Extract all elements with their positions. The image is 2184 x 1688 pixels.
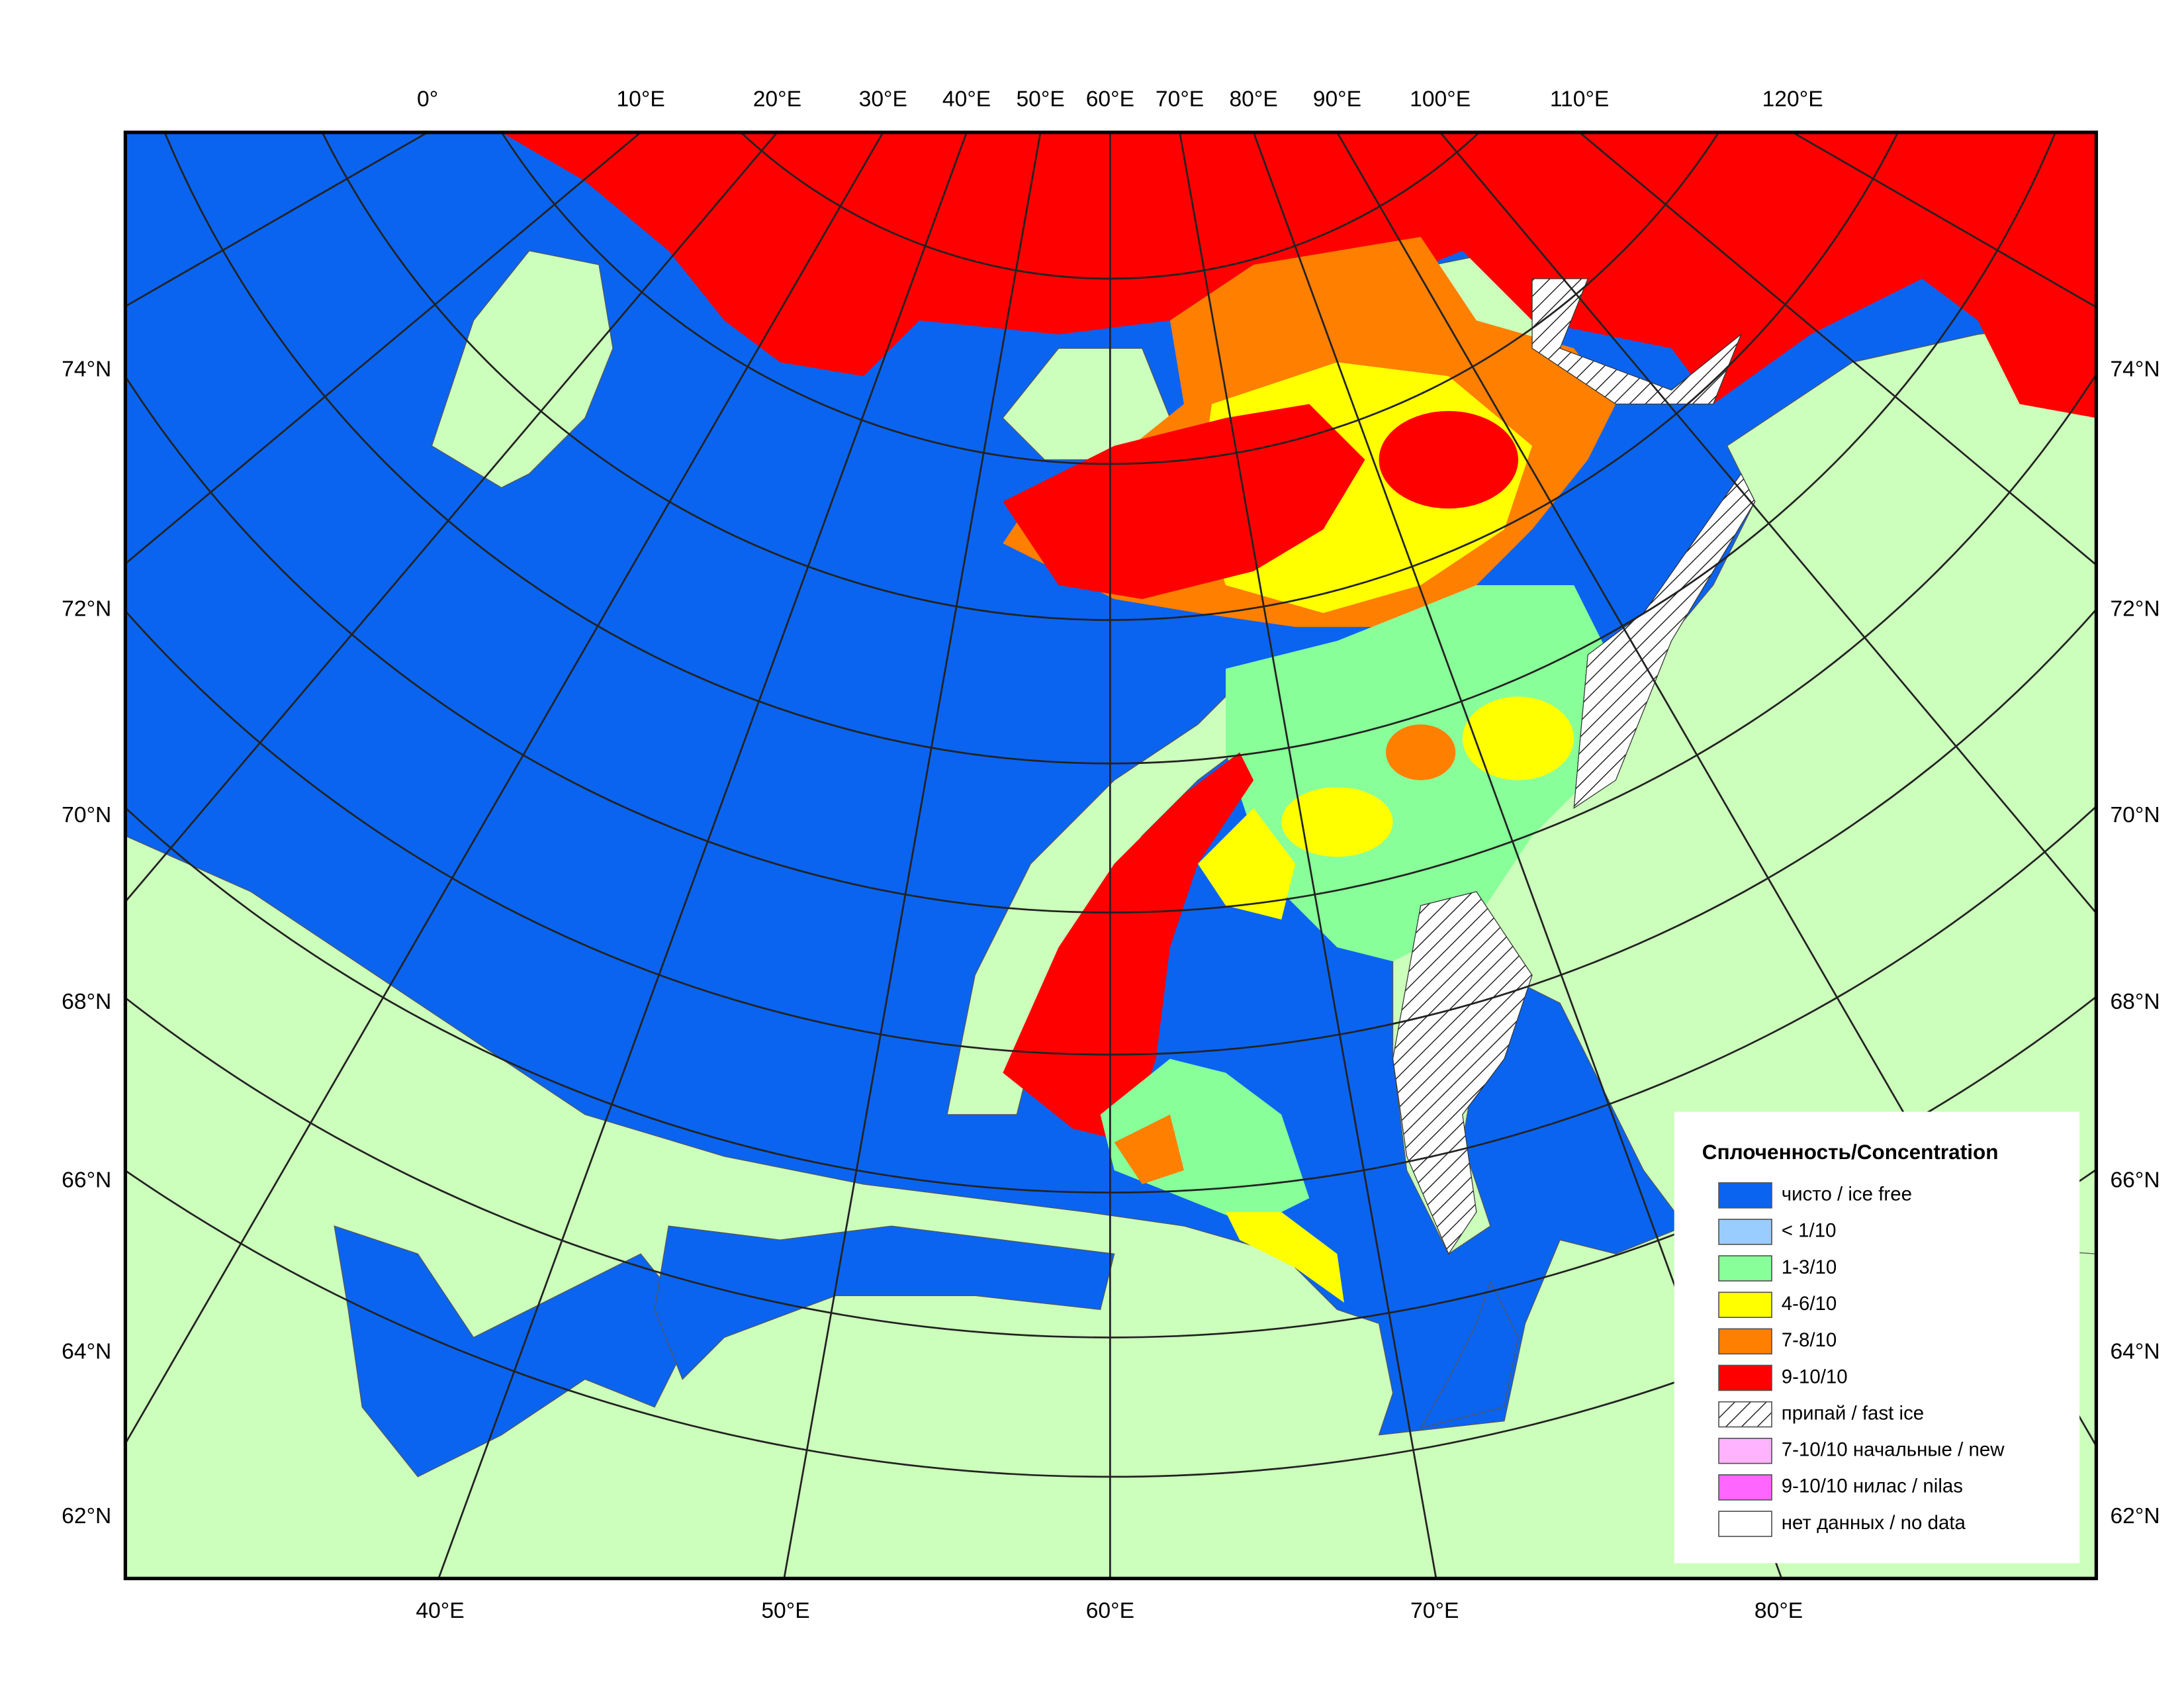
bottom-longitude-label: 70°E — [1410, 1599, 1459, 1623]
legend-label: чисто / ice free — [1782, 1184, 1912, 1205]
right-latitude-label: 74°N — [2110, 357, 2160, 382]
graticule — [125, 132, 2097, 1579]
ice-4-6 — [1281, 787, 1393, 857]
fast-ice — [1573, 473, 1756, 809]
meridian — [1439, 132, 2097, 915]
svalbard — [431, 250, 614, 489]
bottom-longitude-label: 40°E — [416, 1599, 464, 1623]
meridian — [437, 132, 968, 1579]
left-latitude-label: 74°N — [62, 357, 111, 382]
meridian — [783, 132, 1042, 1579]
meridian — [1179, 132, 1437, 1579]
left-latitude-label: 72°N — [62, 597, 111, 622]
ice-1-3 — [1100, 1058, 1310, 1227]
legend-swatch — [1718, 1401, 1772, 1428]
legend-items: чисто / ice free < 1/10 1-3/10 4-6/10 7-8/10… — [1718, 1182, 2005, 1537]
left-latitude-label: 68°N — [62, 990, 111, 1014]
meridian — [125, 132, 884, 1446]
white-sea — [334, 1225, 698, 1477]
ice-7-8 — [1114, 1114, 1184, 1184]
ice-4-6 — [1226, 1212, 1344, 1303]
left-latitude-label: 70°N — [62, 803, 111, 827]
top-longitude-label: 10°E — [616, 87, 664, 111]
bottom-longitude-label: 50°E — [761, 1599, 809, 1623]
meridian — [1252, 132, 1783, 1579]
right-latitude-label: 70°N — [2110, 803, 2160, 827]
right-latitude-label: 66°N — [2110, 1168, 2160, 1193]
legend-swatch — [1718, 1474, 1772, 1501]
top-longitude-label: 100°E — [1410, 87, 1471, 111]
right-latitude-label: 72°N — [2110, 597, 2160, 622]
top-longitude-label: 90°E — [1313, 87, 1361, 111]
meridian — [125, 132, 779, 904]
legend-swatch — [1718, 1255, 1772, 1282]
legend-title: Сплоченность/Concentration — [1702, 1140, 1999, 1164]
top-longitude-label: 20°E — [753, 87, 801, 111]
top-longitude-label: 110°E — [1550, 87, 1610, 111]
legend-swatch — [1718, 1437, 1772, 1464]
top-longitude-label: 70°E — [1156, 87, 1204, 111]
legend-label: < 1/10 — [1782, 1220, 1837, 1242]
gulf-of-ob — [1420, 1280, 1519, 1429]
legend-label: припай / fast ice — [1782, 1402, 1924, 1424]
legend: Сплоченность/Concentration чисто / ice f… — [1674, 1111, 2080, 1564]
legend-label: 9-10/10 — [1782, 1366, 1848, 1387]
right-latitude-label: 64°N — [2110, 1339, 2160, 1364]
top-longitude-label: 50°E — [1016, 87, 1064, 111]
left-latitude-label: 64°N — [62, 1339, 111, 1364]
fast-ice — [1531, 278, 1743, 405]
right-latitude-label: 68°N — [2110, 990, 2160, 1014]
legend-swatch — [1718, 1511, 1772, 1537]
ice-9-10 — [1003, 752, 1254, 1143]
top-longitude-label: 120°E — [1762, 87, 1823, 111]
legend-swatch — [1718, 1291, 1772, 1318]
ice-9-10 — [195, 132, 2097, 418]
ice-4-6 — [1197, 808, 1296, 920]
map-frame — [123, 130, 2099, 1581]
legend-swatch — [1718, 1219, 1772, 1245]
right-latitude-label: 62°N — [2110, 1504, 2160, 1528]
legend-swatch — [1718, 1364, 1772, 1391]
legend-label: 7-8/10 — [1782, 1329, 1837, 1351]
ice-7-8 — [1386, 724, 1456, 780]
left-latitude-label: 66°N — [62, 1168, 111, 1193]
legend-label: 7-10/10 начальные / new — [1782, 1439, 2005, 1461]
ice-4-6 — [1462, 696, 1574, 780]
bottom-longitude-label: 60°E — [1086, 1599, 1134, 1623]
map-body — [125, 132, 2097, 1579]
top-longitude-label: 30°E — [859, 87, 907, 111]
legend-label: 4-6/10 — [1782, 1293, 1837, 1315]
pechora-bay — [654, 1225, 1115, 1380]
legend-swatch — [1718, 1328, 1772, 1355]
coordinate-labels: 0° 10°E 20°E 30°E 40°E 50°E 60°E 70°E 80°E 90°E 10… — [62, 87, 2160, 1622]
legend-swatch — [1718, 1182, 1772, 1209]
fast-ice — [1392, 891, 1533, 1255]
legend-label: 9-10/10 нилас / nilas — [1782, 1476, 1963, 1497]
left-latitude-label: 62°N — [62, 1504, 111, 1528]
top-longitude-label: 60°E — [1086, 87, 1134, 111]
legend-label: нет данных / no data — [1782, 1512, 1966, 1534]
top-longitude-label: 80°E — [1229, 87, 1277, 111]
top-longitude-label: 40°E — [942, 87, 991, 111]
bottom-longitude-label: 80°E — [1754, 1599, 1803, 1623]
top-longitude-label: 0° — [417, 87, 438, 111]
legend-label: 1-3/10 — [1782, 1256, 1837, 1278]
ice-9-10 — [1003, 404, 1365, 600]
ice-9-10 — [1379, 410, 1519, 509]
